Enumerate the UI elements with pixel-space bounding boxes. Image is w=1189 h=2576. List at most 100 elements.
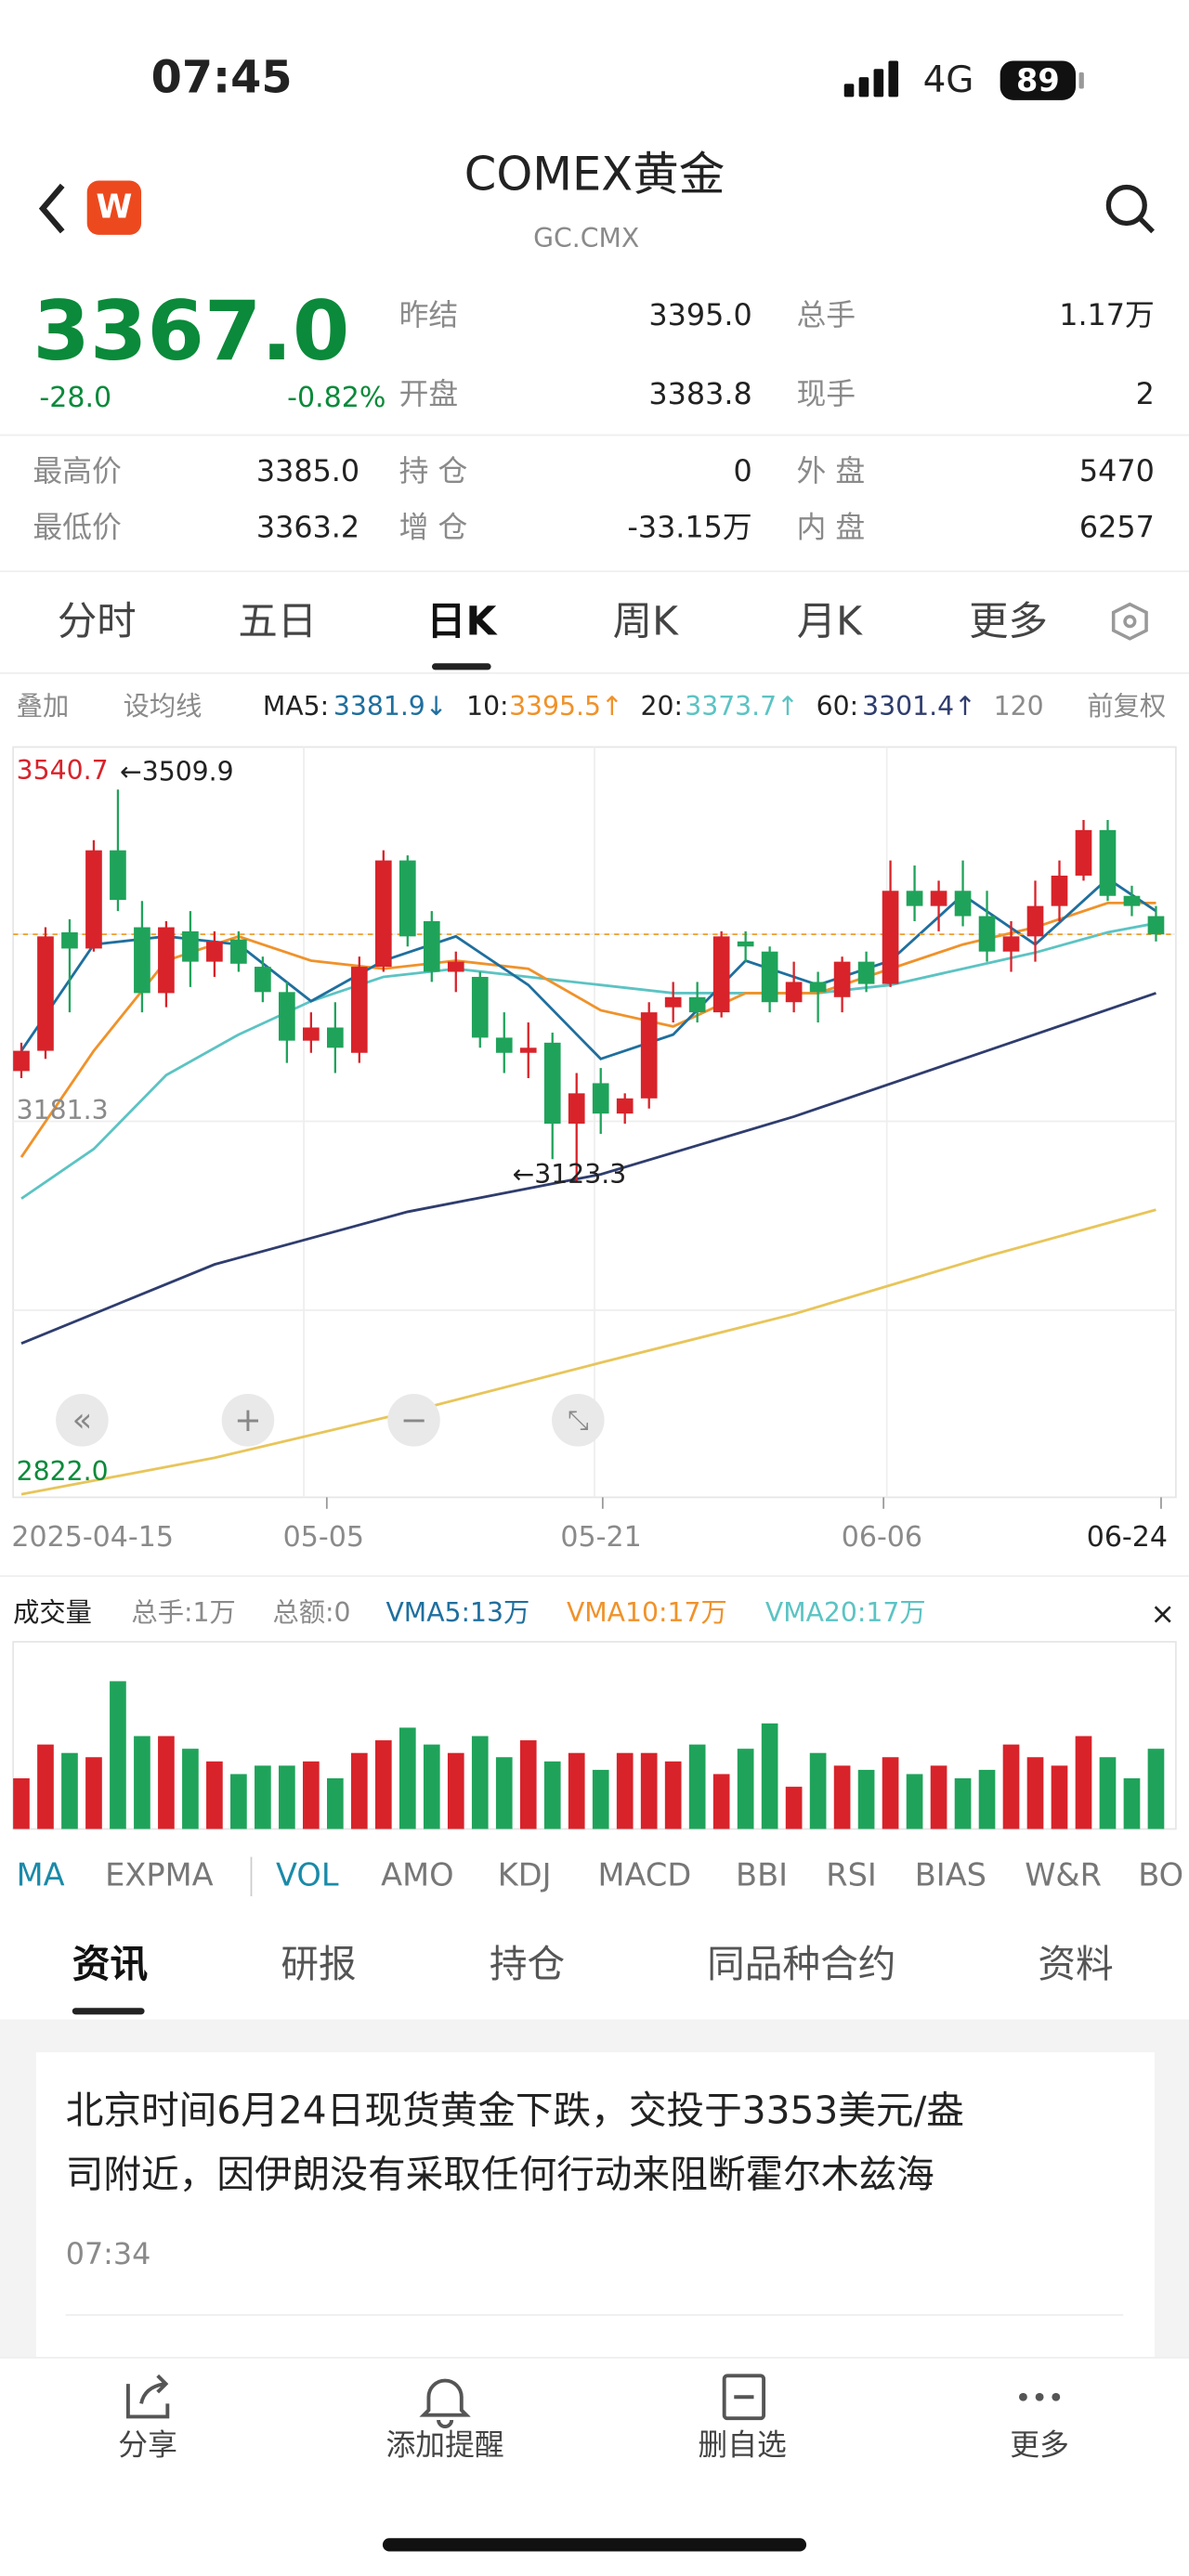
ma-line (20, 921, 1156, 1200)
indicator-tab[interactable]: RSI (826, 1856, 877, 1893)
stat-label: 现手 (796, 376, 856, 411)
period-tab[interactable]: 月K (797, 599, 863, 644)
action-label[interactable]: 删自选 (698, 2426, 786, 2462)
indicator-tab[interactable]: VOL (276, 1856, 339, 1893)
close-volume[interactable]: × (1150, 1596, 1175, 1632)
candle-body (978, 916, 996, 952)
signal-icon (843, 60, 899, 98)
stat-label: 开盘 (399, 376, 459, 411)
volume-bar (374, 1740, 392, 1829)
ma-line (20, 992, 1156, 1345)
period-tab[interactable]: 分时 (58, 599, 137, 644)
min-note: ←3123.3 (513, 1159, 627, 1190)
volume-bar (61, 1752, 78, 1829)
news-tab[interactable]: 资料 (1038, 1942, 1113, 1986)
news-tab[interactable]: 持仓 (490, 1942, 565, 1986)
period-tab[interactable]: 五日 (238, 599, 317, 644)
adjust-button[interactable]: 前复权 (1087, 691, 1166, 722)
axis-mid: 3181.3 (17, 1095, 109, 1125)
stat-value: -33.15万 (627, 509, 751, 544)
volume-bar (785, 1787, 803, 1829)
home-indicator (382, 2538, 807, 2552)
ma-line (20, 1208, 1156, 1496)
candle-body (1123, 895, 1141, 906)
news-tab[interactable]: 同品种合约 (707, 1942, 895, 1986)
vma10: VMA10:17万 (567, 1597, 727, 1628)
zoom-controls[interactable] (56, 1394, 605, 1447)
volume-bar (158, 1736, 175, 1829)
news-card[interactable] (35, 2051, 1155, 2364)
news-time: 07:34 (66, 2236, 151, 2271)
volume-bar (110, 1681, 126, 1829)
stat-value: 1.17万 (1059, 297, 1155, 332)
indicator-tab[interactable]: BO (1138, 1856, 1183, 1893)
set-ma-button[interactable]: 设均线 (124, 691, 203, 722)
indicator-tab[interactable]: BBI (736, 1856, 788, 1893)
indicator-tab[interactable]: AMO (381, 1856, 453, 1893)
indicator-tab[interactable]: BIAS (915, 1856, 986, 1893)
candle-body (206, 941, 223, 962)
volume-bar (1147, 1749, 1165, 1829)
indicator-tab[interactable]: MA (17, 1856, 65, 1893)
volume-bar (399, 1727, 416, 1829)
candle-body (61, 931, 78, 949)
indicator-tab[interactable]: W&R (1025, 1856, 1102, 1893)
news-tab[interactable]: 研报 (281, 1942, 356, 1986)
action-label[interactable]: 分享 (118, 2426, 177, 2462)
indicator-tab[interactable]: MACD (598, 1856, 692, 1893)
action-icons (125, 2374, 766, 2428)
news-line: 北京时间6月24日现货黄金下跌，交投于3353美元/盎 (66, 2088, 964, 2132)
candle-body (640, 1012, 658, 1099)
candle-body (230, 939, 247, 964)
stat-label: 昨结 (399, 297, 459, 332)
candle-body (592, 1083, 609, 1114)
settings-icon[interactable] (1111, 602, 1148, 641)
volume-bar (471, 1736, 489, 1829)
volume-bar (350, 1752, 368, 1829)
svg-text:«: « (72, 1401, 93, 1439)
ma-label: MA5: (263, 691, 329, 722)
svg-text:⤡: ⤡ (568, 1405, 589, 1436)
news-tab[interactable]: 资讯 (72, 1942, 148, 1986)
volume-bar (13, 1777, 30, 1829)
candle-body (809, 982, 827, 993)
back-button[interactable] (38, 183, 65, 234)
volume-bar (930, 1765, 947, 1829)
network: 4G (923, 59, 974, 101)
indicator-tab[interactable]: EXPMA (105, 1856, 213, 1893)
action-label[interactable]: 添加提醒 (385, 2426, 503, 2462)
volume-bar (664, 1761, 682, 1829)
overlay-button[interactable]: 叠加 (17, 691, 70, 722)
candle-body (664, 996, 682, 1008)
max-note: ←3509.9 (120, 757, 234, 787)
volume-total: 总手:1万 (131, 1597, 235, 1628)
candle-body (495, 1037, 513, 1053)
volume-bar (737, 1749, 754, 1829)
stat-label: 外 盘 (796, 453, 865, 488)
ma-label: 10: (466, 691, 508, 722)
ma-value: 3395.5↑ (509, 691, 623, 722)
ma-value: 3381.9↓ (333, 691, 448, 722)
volume-bar (447, 1752, 464, 1829)
volume-bar (279, 1765, 295, 1829)
candle-body (182, 930, 199, 962)
volume-bar (182, 1749, 199, 1829)
period-tab[interactable]: 日K (426, 599, 498, 644)
volume-bar (1051, 1765, 1068, 1829)
news-tab-underline (72, 2008, 145, 2015)
action-label[interactable]: 更多 (1010, 2426, 1069, 2462)
stat-value: 3395.0 (648, 297, 751, 332)
candle-body (399, 860, 416, 937)
candle-body (374, 860, 392, 968)
indicator-tab[interactable]: KDJ (498, 1856, 552, 1893)
volume-bar (809, 1752, 827, 1829)
period-tab[interactable]: 更多 (969, 599, 1048, 644)
stat-value: 3363.2 (256, 509, 359, 544)
stat-value: 6257 (1079, 509, 1155, 544)
period-tab[interactable]: 周K (613, 599, 679, 644)
volume-bar (761, 1723, 778, 1829)
candle-body (882, 891, 899, 984)
axis-high: 3540.7 (17, 755, 109, 786)
search-button[interactable] (1105, 184, 1147, 227)
candle-body (712, 936, 730, 1013)
